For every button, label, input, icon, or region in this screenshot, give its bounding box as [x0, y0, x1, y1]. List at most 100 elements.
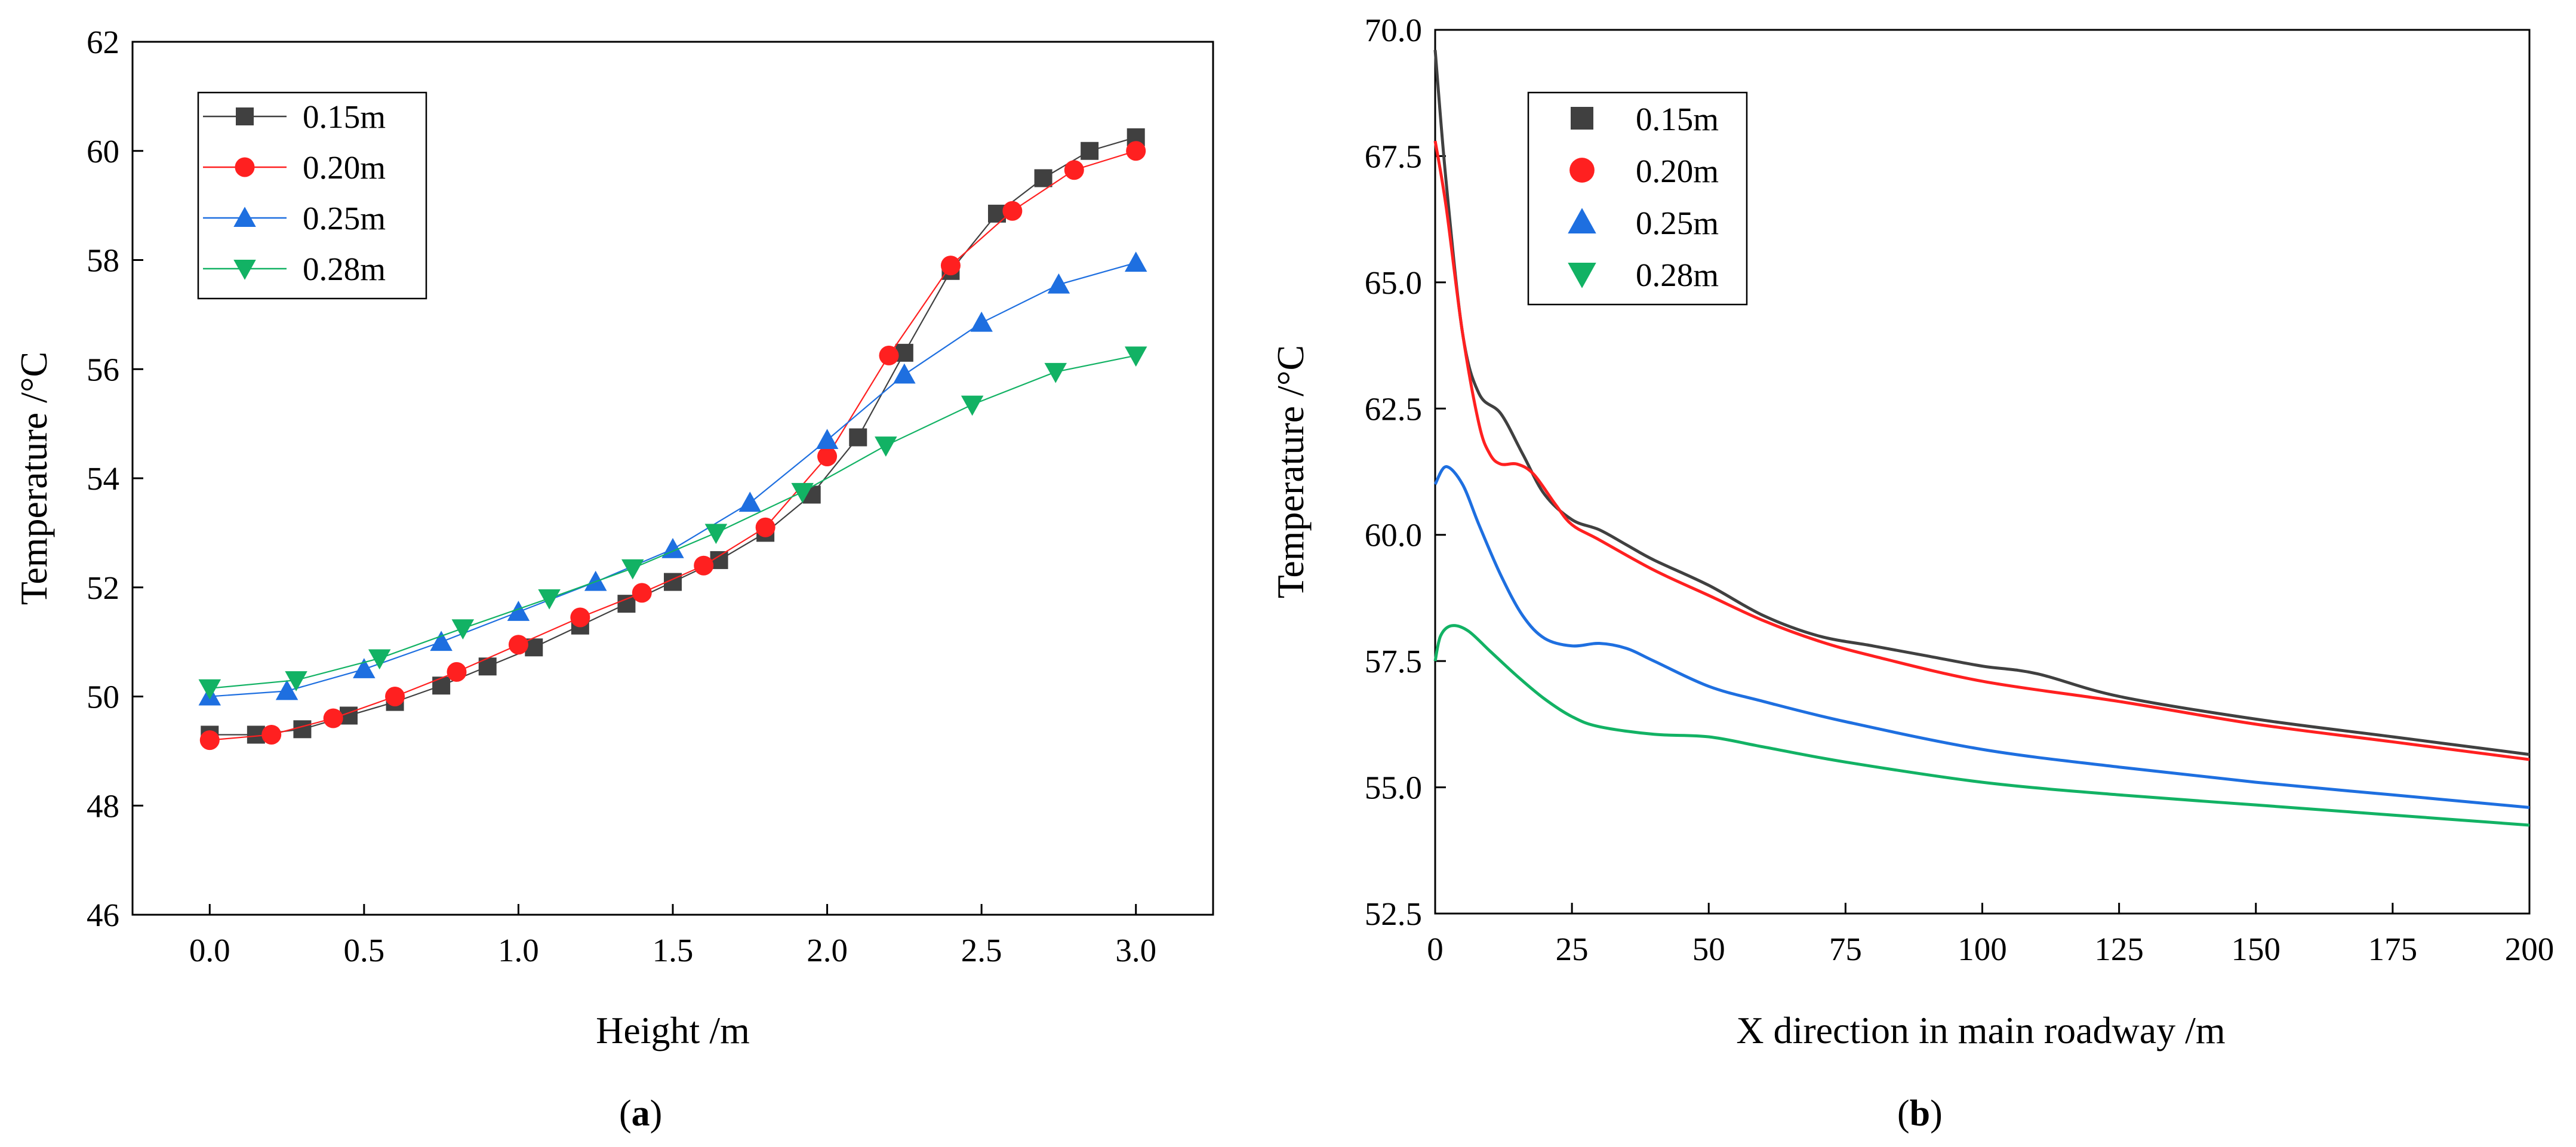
chart-a-data-point: [525, 638, 543, 657]
chart-b-legend-label-020: 0.20m: [1636, 153, 1719, 189]
chart-a-y-tick-label: 46: [87, 897, 119, 933]
legend-swatch-marker: [233, 207, 256, 227]
chart-b-legend-swatch-015: [1571, 107, 1593, 130]
chart-a-data-point: [895, 343, 913, 362]
chart-a-x-ticks: 0.0 0.5 1.0 1.5 2.0 2.5 3.0: [189, 904, 1156, 968]
chart-b-x-ticks: 0 25 50 75 100 125 150 175 200: [1427, 903, 2554, 967]
chart-a-panel-label: (a): [619, 1093, 662, 1134]
chart-b-x-tick-label: 200: [2505, 931, 2555, 967]
chart-b-series-020m-group: [1433, 140, 2530, 761]
chart-b-y-axis-label: Temperature /°C: [1269, 345, 1312, 599]
chart-a-data-point: [507, 601, 530, 621]
chart-b-legend-item-015: 0.15m: [1571, 101, 1719, 137]
legend-swatch-marker: [1571, 107, 1593, 130]
chart-a-legend-label-025: 0.25m: [303, 200, 386, 236]
chart-a-data-point: [621, 559, 644, 580]
chart-b-series-line: [1433, 624, 2530, 827]
chart-a-series-025m-group: [198, 251, 1147, 706]
chart-b-panel-letter: b: [1910, 1093, 1930, 1134]
chart-a-data-point: [694, 555, 714, 576]
chart-a-legend-item-028: 0.28m: [203, 251, 386, 287]
chart-b-series-028m-group: [1433, 624, 2530, 827]
chart-a-y-tick-label: 60: [87, 133, 119, 170]
chart-a-y-ticks: 46 48 50 52 54 56 58 60 62: [87, 24, 143, 933]
chart-a-data-point: [478, 657, 497, 676]
chart-a-series-020m-group: [199, 141, 1146, 751]
chart-b-series-025m-group: [1433, 465, 2530, 809]
chart-b-x-tick-label: 0: [1427, 931, 1444, 967]
chart-a-series: [198, 128, 1147, 751]
chart-a-data-point: [815, 429, 839, 450]
chart-a-data-point: [293, 720, 312, 739]
chart-a-data-point: [704, 524, 728, 545]
chart-a-data-point: [875, 436, 897, 457]
chart-b-legend-item-028: 0.28m: [1568, 257, 1719, 293]
chart-a-data-point: [275, 679, 298, 700]
chart-b-series-line: [1433, 50, 2530, 757]
chart-b-legend-swatch-020: [1569, 158, 1595, 183]
legend-swatch-marker: [236, 107, 254, 125]
chart-a-data-point: [1124, 251, 1147, 272]
chart-a-x-tick-label: 0.0: [189, 932, 230, 968]
chart-a-data-point: [508, 635, 528, 655]
chart-a-legend-swatch-015: [203, 107, 287, 125]
chart-a-data-point: [447, 662, 467, 682]
chart-a-data-point: [199, 730, 220, 751]
legend-swatch-marker: [1569, 158, 1595, 183]
chart-a-series-line: [210, 150, 1137, 741]
chart-a: 0.0 0.5 1.0 1.5 2.0 2.5 3.0 46 48 50 52 54 56 58 60 62…: [13, 24, 1214, 1134]
chart-a-data-point: [261, 724, 282, 745]
chart-b-legend-item-025: 0.25m: [1568, 205, 1719, 241]
chart-a-data-point: [617, 595, 636, 613]
legend-swatch-marker: [1568, 208, 1596, 233]
chart-a-data-point: [285, 671, 307, 691]
chart-a-data-point: [940, 256, 961, 276]
chart-b-y-tick-label: 57.5: [1365, 643, 1422, 679]
chart-a-y-tick-label: 52: [87, 570, 119, 606]
chart-a-data-point: [538, 589, 561, 610]
legend-swatch-marker: [235, 157, 255, 177]
chart-b-x-tick-label: 75: [1829, 931, 1862, 967]
chart-b-x-tick-label: 25: [1556, 931, 1589, 967]
chart-b-legend-box: [1527, 91, 1748, 306]
chart-a-y-tick-label: 56: [87, 351, 119, 388]
chart-a-data-point: [353, 658, 376, 678]
chart-a-series-line: [210, 355, 1136, 689]
chart-a-data-point: [1126, 141, 1146, 161]
chart-a-x-tick-label: 0.5: [343, 932, 384, 968]
chart-a-legend-label-015: 0.15m: [303, 99, 386, 135]
chart-a-legend-item-025: 0.25m: [203, 200, 386, 236]
chart-a-data-point: [570, 607, 590, 628]
legend-swatch-marker: [233, 260, 256, 280]
chart-a-data-point: [1081, 142, 1099, 160]
chart-b-x-tick-label: 125: [2094, 931, 2144, 967]
chart-a-x-tick-label: 3.0: [1115, 932, 1156, 968]
chart-b-series: [1433, 50, 2530, 827]
chart-b-x-tick-label: 100: [1958, 931, 2007, 967]
chart-a-data-point: [368, 649, 391, 670]
chart-a-legend-label-020: 0.20m: [303, 149, 386, 186]
chart-a-data-point: [738, 491, 762, 512]
chart-a-y-axis-label: Temperature /°C: [13, 352, 55, 605]
chart-b-legend-label-025: 0.25m: [1636, 205, 1719, 241]
chart-a-data-point: [430, 631, 453, 651]
chart-a-data-point: [451, 619, 475, 640]
chart-a-x-tick-label: 2.5: [961, 932, 1002, 968]
chart-a-data-point: [1034, 169, 1052, 187]
chart-a-data-point: [385, 687, 405, 706]
chart-b-series-015m-group: [1433, 50, 2530, 757]
chart-b-x-axis-label: X direction in main roadway /m: [1736, 1009, 2225, 1051]
chart-b-y-tick-label: 60.0: [1365, 517, 1422, 553]
chart-b: 0 25 50 75 100 125 150 175 200 52.5 55.0 57.5 60.0 6…: [1269, 12, 2554, 1134]
chart-a-data-point: [791, 482, 814, 503]
chart-a-series-028m-group: [198, 346, 1147, 700]
chart-a-legend-swatch-020: [203, 157, 287, 177]
chart-b-y-tick-label: 55.0: [1365, 770, 1422, 806]
chart-a-y-tick-label: 62: [87, 24, 119, 60]
chart-a-data-point: [961, 395, 984, 416]
chart-a-data-point: [1124, 346, 1147, 367]
chart-a-panel-letter: a: [632, 1093, 650, 1134]
chart-b-legend-item-020: 0.20m: [1569, 153, 1719, 189]
